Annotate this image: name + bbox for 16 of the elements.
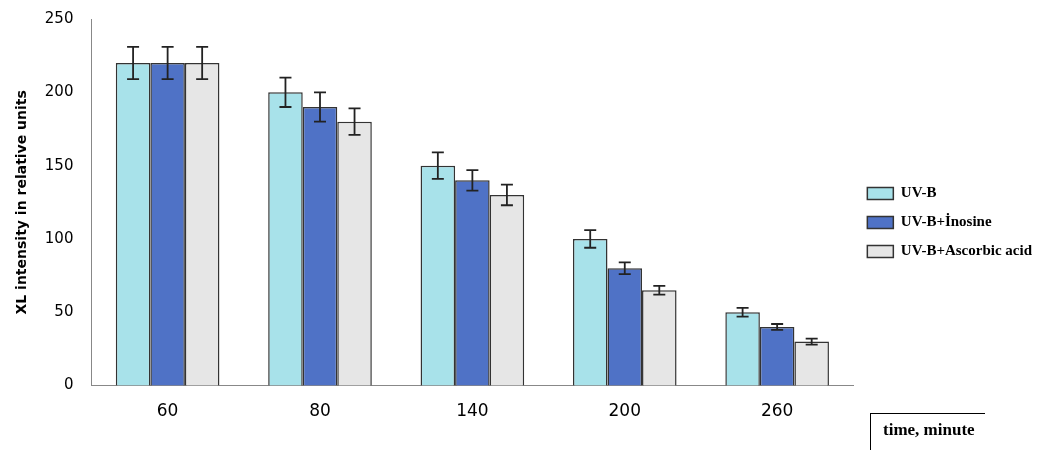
y-tick-label: 0 <box>63 375 74 394</box>
legend-label: UV-B+Ascorbic acid <box>900 242 1033 259</box>
x-tick-label: 80 <box>309 400 331 421</box>
y-axis-title: XL intensity in relative units <box>13 90 30 315</box>
y-tick-label: 100 <box>44 228 74 247</box>
legend-label: UV-B <box>900 184 937 201</box>
x-tick-label: 200 <box>608 400 641 421</box>
y-tick-label: 200 <box>44 82 74 101</box>
legend-label: UV-B+İnosine <box>900 213 992 230</box>
y-tick-label: 250 <box>44 8 74 27</box>
x-tick-label: 60 <box>156 400 179 421</box>
x-axis-title: time, minute <box>870 413 985 450</box>
y-tick-label: 50 <box>54 302 74 321</box>
x-tick-label: 140 <box>456 400 489 421</box>
x-tick-label: 260 <box>760 400 794 421</box>
y-tick-label: 150 <box>44 155 74 174</box>
